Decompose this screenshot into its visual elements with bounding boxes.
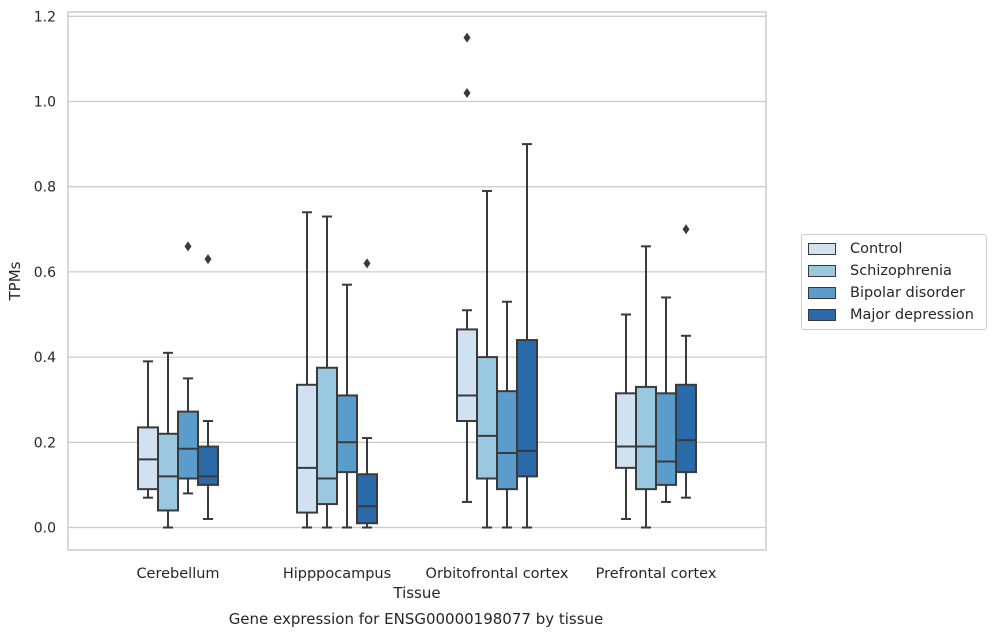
outlier-point [463, 32, 471, 43]
outlier-point [204, 254, 212, 265]
box-body [655, 392, 677, 486]
legend-label: Bipolar disorder [850, 285, 965, 301]
legend-label: Major depression [850, 307, 974, 323]
legend-swatch-schizophrenia [808, 265, 836, 277]
box-body [296, 383, 318, 514]
box-marks [137, 32, 697, 529]
box-3-1 [635, 245, 657, 529]
x-axis-label: Tissue [392, 584, 440, 602]
box-body [356, 473, 378, 525]
legend-label: Control [850, 241, 903, 257]
box-2-0 [456, 32, 478, 503]
box-body [316, 366, 338, 506]
box-0-3 [197, 254, 219, 520]
x-axis-ticks: Cerebellum Hipppocampus Orbitofrontal cort… [136, 566, 716, 582]
box-body [157, 432, 179, 512]
legend-item-control: Control [808, 239, 902, 259]
legend-item-bipolar-disorder: Bipolar disorder [808, 283, 965, 303]
y-tick-label: 0.2 [34, 435, 56, 451]
legend-item-schizophrenia: Schizophrenia [808, 261, 952, 281]
box-body [456, 328, 478, 422]
box-0-0 [137, 360, 159, 499]
legend-item-major-depression: Major depression [808, 305, 974, 325]
y-axis-label: TPMs [6, 261, 24, 301]
box-body [177, 410, 199, 480]
x-tick-label: Hipppocampus [283, 566, 391, 582]
box-0-1 [157, 351, 179, 529]
y-axis-ticks: 0.0 0.2 0.4 0.6 0.8 1.0 1.2 [34, 9, 56, 536]
box-1-1 [316, 215, 338, 529]
outlier-point [184, 241, 192, 252]
box-body [675, 383, 697, 474]
box-0-2 [177, 241, 199, 495]
box-1-0 [296, 211, 318, 529]
box-2-3 [516, 143, 538, 529]
box-body [197, 445, 219, 486]
box-body [635, 385, 657, 491]
box-body [476, 356, 498, 480]
box-body [615, 392, 637, 469]
box-body [336, 394, 358, 474]
x-tick-label: Orbitofrontal cortex [426, 566, 569, 582]
legend-label: Schizophrenia [850, 263, 952, 279]
chart-title: Gene expression for ENSG00000198077 by t… [229, 610, 604, 628]
legend-swatch-bipolar-disorder [808, 287, 836, 299]
outlier-point [463, 87, 471, 98]
box-body [496, 390, 518, 491]
box-body [516, 339, 538, 478]
x-tick-label: Cerebellum [136, 566, 219, 582]
outlier-point [682, 224, 690, 235]
box-1-3 [356, 258, 378, 529]
box-2-2 [496, 300, 518, 529]
outlier-point [363, 258, 371, 269]
y-tick-label: 0.6 [34, 265, 56, 281]
plot-frame [67, 11, 767, 551]
legend-swatch-major-depression [808, 309, 836, 321]
legend: Control Schizophrenia Bipolar disorder M… [801, 234, 987, 330]
box-2-1 [476, 189, 498, 529]
box-3-2 [655, 296, 677, 503]
box-body [137, 426, 159, 491]
y-tick-label: 1.2 [34, 9, 56, 25]
box-1-2 [336, 283, 358, 529]
y-tick-label: 0.0 [34, 521, 56, 537]
y-tick-label: 0.8 [34, 180, 56, 196]
x-tick-label: Prefrontal cortex [596, 566, 717, 582]
box-3-0 [615, 313, 637, 520]
y-tick-label: 0.4 [34, 350, 56, 366]
y-tick-label: 1.0 [34, 95, 56, 111]
box-3-3 [675, 224, 697, 499]
legend-swatch-control [808, 243, 836, 255]
